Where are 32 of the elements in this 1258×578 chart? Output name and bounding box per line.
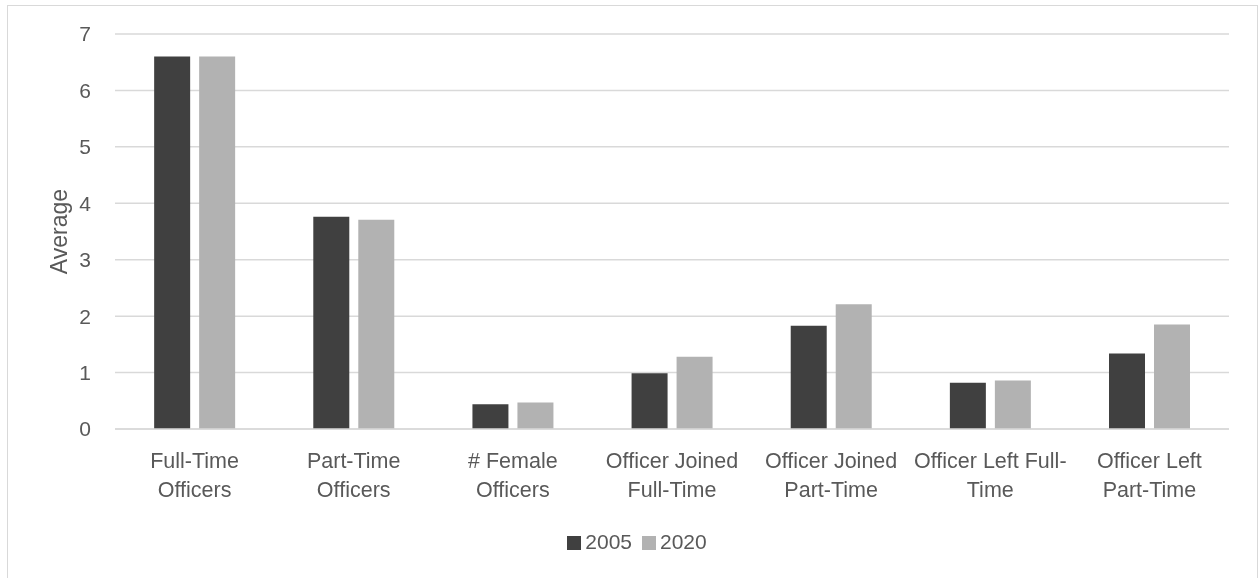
- y-axis-title: Average: [45, 188, 72, 275]
- y-tick-label: 2: [79, 304, 91, 328]
- y-tick-label: 1: [79, 361, 91, 385]
- y-tick-label: 5: [79, 135, 91, 159]
- bar: [835, 304, 872, 429]
- y-tick-label: 4: [79, 191, 92, 215]
- bar: [790, 325, 827, 429]
- bar: [994, 380, 1031, 429]
- bar: [313, 216, 350, 429]
- legend-label: 2005: [585, 530, 632, 553]
- bar: [199, 56, 236, 429]
- y-tick-label: 6: [79, 78, 91, 102]
- bar: [1154, 324, 1191, 429]
- bar: [631, 373, 668, 429]
- bar: [1109, 353, 1146, 429]
- x-tick-label: Part-Time Officers: [306, 449, 401, 502]
- bar: [676, 356, 713, 429]
- bar: [472, 404, 509, 429]
- y-tick-label: 0: [79, 417, 91, 441]
- bar: [154, 56, 191, 429]
- bar: [517, 402, 554, 429]
- x-tick-label: Officer Left Full-Time: [914, 449, 1067, 502]
- bar: [949, 382, 986, 429]
- x-tick-label: Full-Time Officers: [150, 449, 239, 502]
- x-tick-label: Officer Left Part-Time: [1097, 449, 1202, 502]
- x-tick-label: # Female Officers: [468, 449, 558, 502]
- x-tick-label: Officer Joined Part-Time: [765, 449, 898, 502]
- x-tick-label: Officer Joined Full-Time: [605, 449, 739, 502]
- legend-label: 2020: [660, 530, 707, 553]
- y-tick-label: 3: [79, 248, 91, 272]
- y-tick-label: 7: [79, 22, 91, 46]
- bar: [358, 219, 395, 429]
